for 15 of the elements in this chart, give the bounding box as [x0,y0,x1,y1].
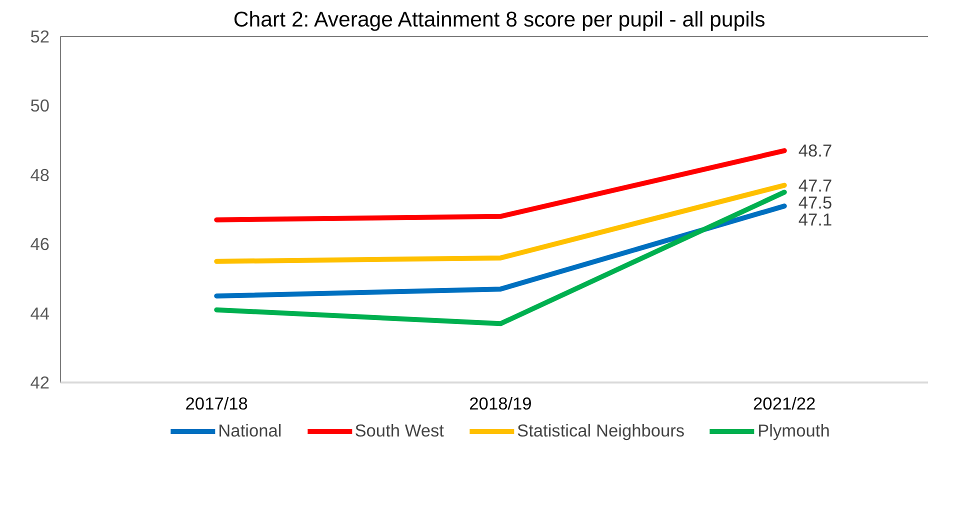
x-tick-label: 2021/22 [753,394,816,414]
data-label: 48.7 [798,140,832,161]
legend-label: National [218,420,282,442]
y-tick-label: 42 [30,372,50,392]
legend-label: South West [354,420,444,442]
y-tick-label: 44 [30,303,50,324]
x-tick-label: 2017/18 [185,394,248,414]
y-tick-label: 46 [30,234,50,254]
legend-label: Statistical Neighbours [517,420,685,442]
y-tick-label: 52 [30,26,50,46]
chart-title: Chart 2: Average Attainment 8 score per pupil - all pupils [233,8,766,32]
legend-label: Plymouth [758,420,830,442]
y-tick-label: 48 [30,164,50,185]
x-tick-label: 2018/19 [469,394,532,414]
y-tick-label: 50 [30,96,50,116]
